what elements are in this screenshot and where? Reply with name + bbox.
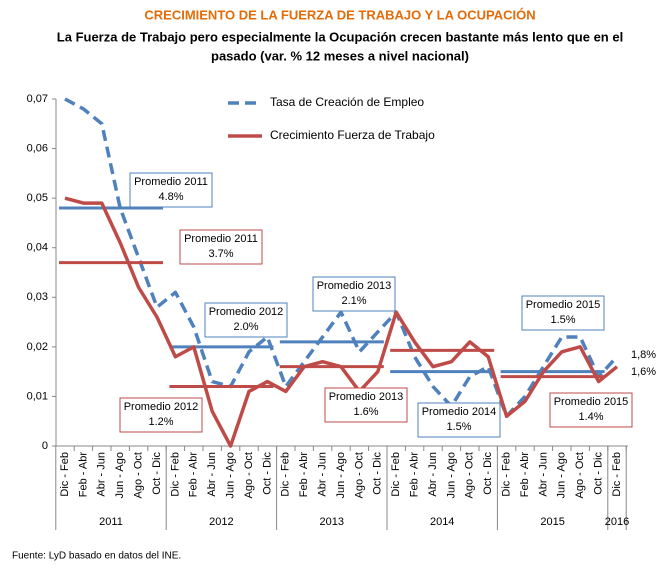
year-label: 2012	[209, 516, 233, 528]
year-label: 2013	[320, 516, 344, 528]
annotation-box	[129, 172, 213, 208]
y-tick-label: 0,06	[27, 142, 48, 154]
annotation-text: 2.0%	[233, 321, 258, 333]
y-tick-label: 0,01	[27, 390, 48, 402]
x-tick-label: Jun - Ago	[335, 452, 347, 498]
annotation-text: 1.2%	[148, 416, 173, 428]
x-tick-label: Feb - Abr	[298, 452, 310, 498]
annotation-text: Promedio 2011	[134, 176, 208, 188]
x-tick-label: Abr - Jun	[206, 452, 218, 497]
y-tick-label: 0,03	[27, 291, 48, 303]
annotation-text: 3.7%	[208, 248, 233, 260]
x-tick-label: Feb - Abr	[409, 452, 421, 498]
chart-subtitle: pasado (var. % 12 meses a nivel nacional…	[211, 48, 469, 63]
year-label: 2015	[540, 516, 564, 528]
annotation-text: Promedio 2013	[317, 280, 392, 292]
x-tick-label: Feb - Abr	[77, 452, 89, 498]
year-label: 2016	[605, 516, 629, 528]
annotation-box	[549, 392, 633, 428]
y-tick-label: 0,02	[27, 341, 48, 353]
legend-label: Tasa de Creación de Empleo	[270, 95, 424, 109]
y-tick-label: 0,04	[27, 242, 48, 254]
source-note: Fuente: LyD basado en datos del INE.	[12, 551, 181, 562]
x-tick-label: Abr - Jun	[317, 452, 329, 497]
series-line	[64, 196, 619, 448]
series-line	[64, 97, 619, 419]
x-tick-label: Dic - Feb	[169, 452, 181, 497]
x-tick-label: Oct - Dic	[151, 452, 163, 495]
x-tick-label: Oct - Dic	[261, 452, 273, 495]
annotation-box	[119, 397, 203, 433]
y-tick-label: 0,05	[27, 192, 48, 204]
x-tick-label: Jun - Ago	[225, 452, 237, 498]
y-tick-label: 0,07	[27, 93, 48, 105]
x-tick-label: Ago - Oct	[353, 452, 365, 498]
x-tick-label: Jun - Ago	[556, 452, 568, 498]
x-tick-label: Feb - Abr	[188, 452, 200, 498]
x-tick-label: Ago - Oct	[574, 452, 586, 498]
x-tick-label: Abr - Jun	[537, 452, 549, 497]
annotation-text: 1.5%	[550, 314, 575, 326]
x-tick-label: Dic - Feb	[280, 452, 292, 497]
annotation-text: 4.8%	[158, 191, 183, 203]
x-tick-label: Oct - Dic	[593, 452, 605, 495]
annotation-text: 1.4%	[578, 411, 603, 423]
end-label: 1,6%	[631, 366, 656, 378]
annotation-text: Promedio 2012	[124, 401, 199, 413]
year-label: 2014	[430, 516, 454, 528]
annotation-box	[312, 276, 396, 312]
annotation-text: 1.6%	[353, 406, 378, 418]
annotation-box	[204, 302, 288, 338]
x-tick-label: Dic - Feb	[611, 452, 623, 497]
x-tick-label: Abr - Jun	[96, 452, 108, 497]
annotation-box	[417, 402, 501, 438]
x-tick-label: Jun - Ago	[114, 452, 126, 498]
annotation-text: 2.1%	[341, 295, 366, 307]
x-tick-label: Ago - Oct	[243, 452, 255, 498]
x-tick-label: Dic - Feb	[59, 452, 71, 497]
annotation-text: Promedio 2011	[184, 233, 258, 245]
annotation-text: 1.5%	[446, 421, 471, 433]
year-label: 2011	[99, 516, 123, 528]
x-tick-label: Abr - Jun	[427, 452, 439, 497]
y-tick-label: 0	[42, 440, 48, 452]
annotation-text: Promedio 2015	[526, 299, 601, 311]
annotation-text: Promedio 2012	[209, 306, 284, 318]
x-tick-label: Feb - Abr	[519, 452, 531, 498]
x-tick-label: Ago - Oct	[464, 452, 476, 498]
annotation-text: Promedio 2015	[554, 396, 629, 408]
x-tick-label: Ago - Oct	[133, 452, 145, 498]
annotation-box	[521, 295, 605, 331]
x-tick-label: Dic - Feb	[501, 452, 513, 497]
annotation-box	[179, 229, 263, 265]
end-label: 1,8%	[631, 349, 656, 361]
annotation-text: Promedio 2014	[422, 406, 497, 418]
annotation-text: Promedio 2013	[329, 391, 404, 403]
x-tick-label: Oct - Dic	[372, 452, 384, 495]
x-tick-label: Oct - Dic	[482, 452, 494, 495]
legend-label: Crecimiento Fuerza de Trabajo	[270, 128, 435, 142]
chart-title: CRECIMIENTO DE LA FUERZA DE TRABAJO Y LA…	[144, 7, 535, 22]
annotation-box	[324, 387, 408, 423]
chart-subtitle: La Fuerza de Trabajo pero especialmente …	[57, 29, 623, 44]
x-tick-label: Jun - Ago	[445, 452, 457, 498]
x-tick-label: Dic - Feb	[390, 452, 402, 497]
